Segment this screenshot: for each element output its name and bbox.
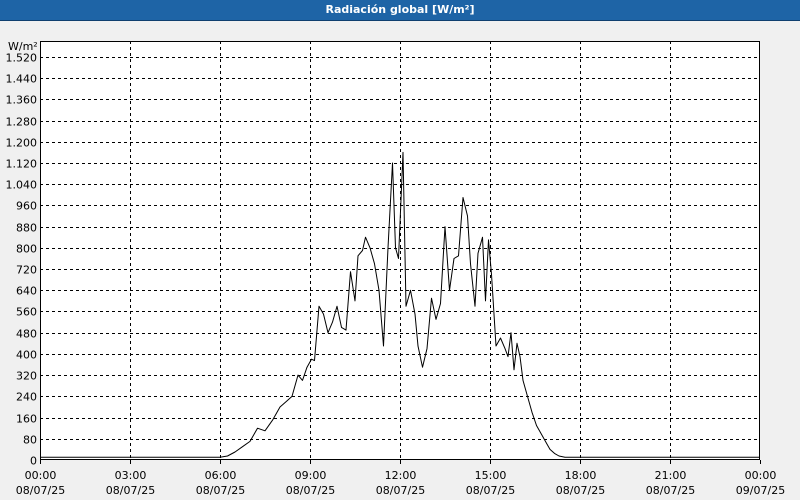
x-tick-time-label: 03:00 [115, 469, 147, 482]
y-tick-label: 1.280 [6, 116, 38, 129]
x-tick-date-label: 09/07/25 [736, 484, 785, 497]
y-unit-label: W/m² [8, 40, 38, 53]
x-tick-time-label: 06:00 [205, 469, 237, 482]
x-tick-time-label: 09:00 [295, 469, 327, 482]
series-group [40, 151, 760, 458]
y-tick-label: 880 [16, 222, 37, 235]
y-tick-label: 1.120 [6, 158, 38, 171]
y-tick-label: 320 [16, 370, 37, 383]
y-tick-label: 1.200 [6, 137, 38, 150]
y-tick-label: 640 [16, 285, 37, 298]
grid-lines [40, 41, 760, 460]
x-axis: 00:00 08/07/25 03:00 08/07/25 06:00 08/07/25 0… [16, 460, 785, 497]
y-tick-label: 720 [16, 264, 37, 277]
y-tick-label: 480 [16, 328, 37, 341]
y-axis: 0 80 160 240 320 400 480 560 640 720 800 880 960 1.04… [6, 52, 38, 468]
y-tick-label: 1.040 [6, 179, 38, 192]
x-tick-date-label: 08/07/25 [466, 484, 515, 497]
x-tick-time-label: 00:00 [745, 469, 777, 482]
x-tick-time-label: 12:00 [385, 469, 417, 482]
x-tick-date-label: 08/07/25 [646, 484, 695, 497]
y-tick-label: 960 [16, 200, 37, 213]
x-tick-date-label: 08/07/25 [376, 484, 425, 497]
y-tick-label: 1.440 [6, 73, 38, 86]
y-tick-label: 80 [23, 434, 37, 447]
x-tick-time-label: 21:00 [655, 469, 687, 482]
series-line [40, 151, 760, 458]
x-tick-time-label: 15:00 [475, 469, 507, 482]
y-tick-label: 0 [30, 455, 37, 468]
x-tick-date-label: 08/07/25 [556, 484, 605, 497]
x-tick-date-label: 08/07/25 [16, 484, 65, 497]
x-tick-date-label: 08/07/25 [106, 484, 155, 497]
y-tick-label: 1.360 [6, 94, 38, 107]
x-tick-time-label: 18:00 [565, 469, 597, 482]
y-tick-label: 160 [16, 413, 37, 426]
y-tick-label: 400 [16, 349, 37, 362]
y-tick-label: 1.520 [6, 52, 38, 65]
y-tick-label: 240 [16, 391, 37, 404]
x-tick-date-label: 08/07/25 [196, 484, 245, 497]
y-tick-label: 800 [16, 243, 37, 256]
x-tick-date-label: 08/07/25 [286, 484, 335, 497]
chart-title: Radiación global [W/m²] [0, 0, 800, 21]
y-tick-label: 560 [16, 306, 37, 319]
plot-border [40, 41, 760, 460]
x-tick-time-label: 00:00 [25, 469, 57, 482]
